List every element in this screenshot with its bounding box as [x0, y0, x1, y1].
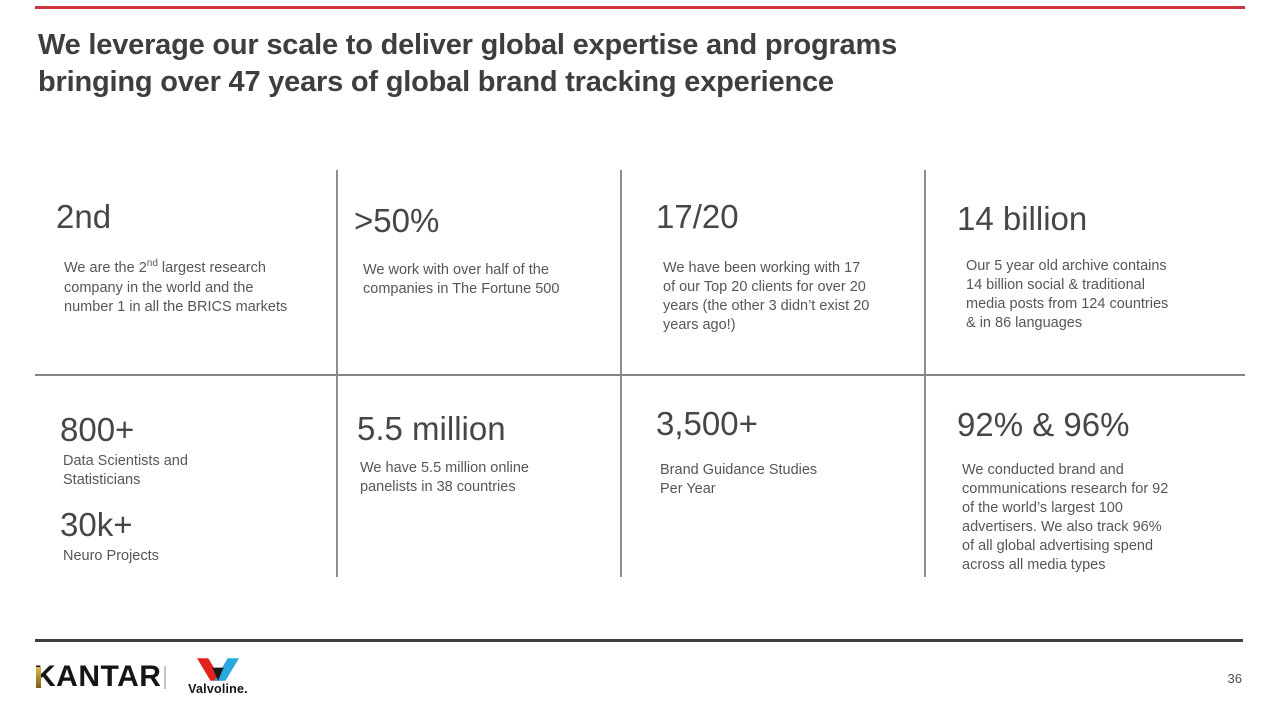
stat-value-rank: 2nd — [56, 198, 112, 235]
stat-value-media-posts: 14 billion — [957, 200, 1088, 237]
stat-desc-panelists: We have 5.5 million online panelists in … — [360, 460, 529, 495]
stat-value-advertisers: 92% & 96% — [957, 406, 1130, 443]
slide-title-line-1: We leverage our scale to deliver global … — [38, 29, 898, 61]
slide-title-line-2: bringing over 47 years of global brand t… — [38, 66, 834, 98]
logo-separator — [164, 666, 166, 689]
column-divider-3 — [924, 170, 926, 577]
column-divider-2 — [620, 170, 622, 577]
stat-value-top-clients: 17/20 — [656, 198, 739, 235]
page-number: 36 — [1227, 671, 1242, 686]
stat-desc-rank-superscript: nd — [146, 258, 158, 269]
column-divider-1 — [336, 170, 338, 577]
stat-value-data-scientists: 800+ — [60, 411, 135, 448]
stat-value-neuro-projects: 30k+ — [60, 506, 133, 543]
top-accent-rule — [35, 6, 1245, 9]
kantar-logo: KANTAR — [34, 660, 162, 693]
stat-desc-media-posts: Our 5 year old archive contains 14 billi… — [966, 258, 1169, 331]
stat-value-panelists: 5.5 million — [357, 410, 506, 447]
row-divider — [35, 374, 1245, 376]
slide-title: We leverage our scale to deliver global … — [38, 27, 897, 101]
valvoline-wordmark: Valvoline. — [188, 682, 248, 696]
footer-rule — [35, 639, 1243, 642]
stat-desc-brand-studies: Brand Guidance Studies Per Year — [660, 462, 818, 497]
kantar-gold-accent — [36, 667, 41, 688]
stat-value-fortune500: >50% — [354, 202, 440, 239]
stat-desc-rank-rest: largest research company in the world an… — [64, 260, 288, 315]
stat-desc-advertisers: We conducted brand and communications re… — [962, 462, 1169, 573]
stat-desc-data-scientists: Data Scientists and Statisticians — [63, 453, 188, 488]
valvoline-logo: Valvoline. — [186, 658, 250, 696]
valvoline-v-icon — [197, 658, 239, 681]
stat-desc-rank-prefix: We are the 2 — [64, 260, 147, 276]
stat-desc-top-clients: We have been working with 17 of our Top … — [663, 260, 870, 333]
stat-desc-rank: We are the 2nd largest research company … — [64, 258, 344, 317]
stat-desc-neuro-projects: Neuro Projects — [63, 548, 159, 564]
stat-value-brand-studies: 3,500+ — [656, 405, 758, 442]
stat-desc-fortune500: We work with over half of the companies … — [363, 262, 560, 297]
